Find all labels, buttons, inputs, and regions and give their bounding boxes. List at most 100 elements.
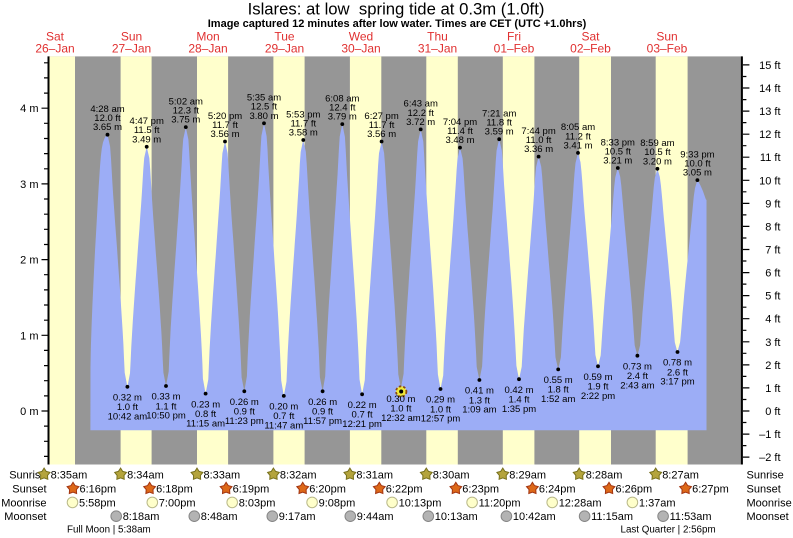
svg-text:28–Jan: 28–Jan: [188, 42, 227, 56]
svg-text:6 ft: 6 ft: [765, 268, 780, 280]
svg-text:11:15am: 11:15am: [591, 511, 633, 523]
svg-text:8:18am: 8:18am: [123, 511, 160, 523]
svg-text:9:08pm: 9:08pm: [319, 497, 356, 509]
svg-text:3 ft: 3 ft: [765, 337, 780, 349]
svg-text:0.59 m: 0.59 m: [583, 372, 612, 383]
svg-text:3.20 m: 3.20 m: [643, 156, 672, 167]
svg-text:0.33 m: 0.33 m: [151, 392, 180, 403]
svg-text:1.3 ft: 1.3 ft: [469, 395, 490, 406]
svg-text:7:44 pm: 7:44 pm: [521, 126, 555, 137]
svg-text:0.42 m: 0.42 m: [504, 385, 533, 396]
svg-text:7 ft: 7 ft: [765, 245, 780, 257]
svg-text:5:35 am: 5:35 am: [247, 93, 281, 104]
svg-text:0.32 m: 0.32 m: [113, 393, 142, 404]
svg-text:12.2 ft: 12.2 ft: [407, 108, 434, 119]
svg-text:10 ft: 10 ft: [759, 175, 780, 187]
svg-text:1 ft: 1 ft: [765, 383, 780, 395]
svg-text:6:27 pm: 6:27 pm: [364, 111, 398, 122]
svg-text:12.0 ft: 12.0 ft: [94, 113, 121, 124]
svg-text:6:43 am: 6:43 am: [404, 99, 438, 110]
svg-text:0.8 ft: 0.8 ft: [195, 409, 216, 420]
svg-text:12.4 ft: 12.4 ft: [329, 103, 356, 114]
svg-text:8:27am: 8:27am: [662, 469, 699, 481]
svg-text:11 ft: 11 ft: [760, 152, 781, 164]
svg-text:Sat: Sat: [46, 30, 65, 44]
svg-text:3.65 m: 3.65 m: [93, 122, 122, 133]
svg-text:Islares: at low spring tide a: Islares: at low spring tide at 0.3m (1.0…: [248, 0, 545, 19]
svg-text:5 ft: 5 ft: [765, 291, 780, 303]
svg-text:11.0 ft: 11.0 ft: [526, 135, 552, 146]
svg-text:29–Jan: 29–Jan: [265, 42, 304, 56]
svg-text:0.23 m: 0.23 m: [191, 399, 220, 410]
svg-text:Moonrise: Moonrise: [1, 497, 46, 509]
svg-text:02–Feb: 02–Feb: [570, 42, 611, 56]
svg-text:2.6 ft: 2.6 ft: [667, 367, 688, 378]
svg-text:4:28 am: 4:28 am: [90, 104, 124, 115]
svg-text:4 m: 4 m: [20, 103, 38, 115]
svg-text:15 ft: 15 ft: [759, 60, 780, 72]
svg-text:2:43 am: 2:43 am: [620, 380, 654, 391]
svg-text:Sat: Sat: [581, 30, 600, 44]
svg-text:1.0 ft: 1.0 ft: [390, 404, 411, 415]
svg-text:10:50 pm: 10:50 pm: [146, 411, 186, 422]
svg-text:3.56 m: 3.56 m: [210, 129, 239, 140]
svg-text:0.9 ft: 0.9 ft: [234, 407, 255, 418]
svg-text:1.4 ft: 1.4 ft: [508, 395, 529, 406]
svg-text:13 ft: 13 ft: [759, 106, 780, 118]
svg-text:3.59 m: 3.59 m: [485, 127, 514, 138]
svg-text:10:42 am: 10:42 am: [108, 412, 148, 423]
svg-text:0.55 m: 0.55 m: [544, 375, 573, 386]
svg-text:Sun: Sun: [656, 30, 677, 44]
svg-text:Sunrise: Sunrise: [9, 469, 46, 481]
svg-text:Image captured 12 minutes afte: Image captured 12 minutes after low wate…: [208, 18, 587, 30]
svg-text:Fri: Fri: [507, 30, 521, 44]
svg-text:11:57 pm: 11:57 pm: [303, 416, 342, 427]
svg-text:Mon: Mon: [196, 30, 219, 44]
svg-text:12:32 am: 12:32 am: [381, 413, 421, 424]
svg-text:3.36 m: 3.36 m: [524, 144, 553, 155]
svg-text:6:20pm: 6:20pm: [309, 484, 346, 496]
svg-text:Full Moon | 5:38am: Full Moon | 5:38am: [67, 525, 151, 536]
svg-text:11:15 am: 11:15 am: [186, 418, 225, 429]
svg-text:1 m: 1 m: [20, 330, 38, 342]
svg-text:1.9 ft: 1.9 ft: [587, 382, 608, 393]
svg-text:1:35 pm: 1:35 pm: [502, 404, 536, 415]
svg-text:5:53 pm: 5:53 pm: [286, 109, 320, 120]
svg-text:1.8 ft: 1.8 ft: [548, 385, 569, 396]
svg-text:10.5 ft: 10.5 ft: [644, 147, 671, 158]
svg-text:3.80 m: 3.80 m: [249, 111, 278, 122]
svg-text:0.7 ft: 0.7 ft: [273, 411, 294, 422]
svg-text:14 ft: 14 ft: [759, 83, 780, 95]
svg-text:3.49 m: 3.49 m: [132, 134, 161, 145]
svg-text:12:21 pm: 12:21 pm: [342, 419, 382, 430]
svg-text:11.8 ft: 11.8 ft: [486, 118, 512, 129]
svg-text:Sunset: Sunset: [12, 484, 46, 496]
svg-text:7:00pm: 7:00pm: [159, 497, 196, 509]
svg-text:3.05 m: 3.05 m: [683, 168, 712, 179]
svg-text:6:23pm: 6:23pm: [462, 484, 499, 496]
svg-text:1.0 ft: 1.0 ft: [117, 402, 138, 413]
svg-text:11:47 am: 11:47 am: [264, 421, 303, 432]
svg-text:5:02 am: 5:02 am: [169, 96, 203, 107]
svg-text:10.5 ft: 10.5 ft: [605, 146, 632, 157]
svg-text:Sun: Sun: [121, 30, 142, 44]
svg-text:8:34am: 8:34am: [127, 469, 164, 481]
svg-text:8:33am: 8:33am: [204, 469, 241, 481]
svg-text:2.4 ft: 2.4 ft: [627, 371, 648, 382]
svg-text:11.7 ft: 11.7 ft: [290, 118, 316, 129]
svg-text:8:30am: 8:30am: [433, 469, 470, 481]
svg-text:11:23 pm: 11:23 pm: [225, 416, 264, 427]
svg-text:11:53am: 11:53am: [670, 511, 712, 523]
svg-text:0.29 m: 0.29 m: [426, 395, 455, 406]
svg-text:6:27pm: 6:27pm: [692, 484, 729, 496]
svg-text:11:20pm: 11:20pm: [479, 497, 521, 509]
svg-text:8:32am: 8:32am: [280, 469, 317, 481]
svg-text:10:42am: 10:42am: [513, 511, 556, 523]
svg-text:0.26 m: 0.26 m: [308, 397, 337, 408]
svg-text:6:26pm: 6:26pm: [616, 484, 653, 496]
svg-text:2 ft: 2 ft: [765, 360, 780, 372]
svg-text:Moonset: Moonset: [747, 511, 789, 523]
svg-text:0.9 ft: 0.9 ft: [312, 407, 333, 418]
svg-text:8:05 am: 8:05 am: [561, 122, 595, 133]
svg-text:6:18pm: 6:18pm: [156, 484, 193, 496]
